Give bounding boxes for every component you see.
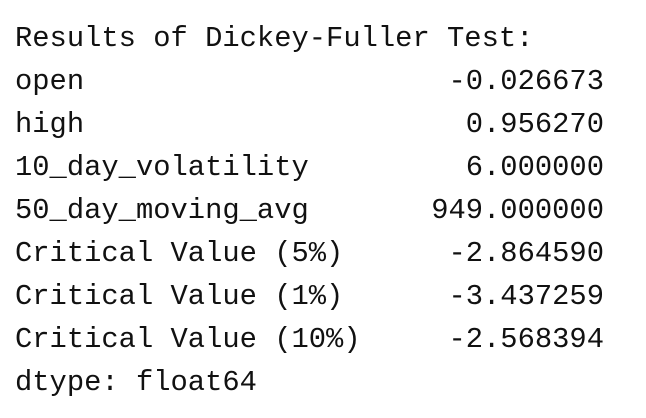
row-value: 949.000000 bbox=[431, 194, 604, 227]
row-label: 50_day_moving_avg bbox=[15, 194, 309, 227]
row-label: Critical Value (5%) bbox=[15, 237, 344, 270]
row-label: Critical Value (10%) bbox=[15, 323, 361, 356]
row-value: -3.437259 bbox=[448, 280, 604, 313]
row-label: high bbox=[15, 108, 85, 141]
row-label: 10_day_volatility bbox=[15, 151, 309, 184]
row-value: -2.568394 bbox=[448, 323, 604, 356]
row-value: -2.864590 bbox=[448, 237, 604, 270]
row-value: 6.000000 bbox=[465, 151, 604, 184]
row-value: -0.026673 bbox=[448, 65, 604, 98]
dtype-line: dtype: float64 bbox=[15, 366, 257, 399]
row-label: Critical Value (1%) bbox=[15, 280, 344, 313]
row-value: 0.956270 bbox=[465, 108, 604, 141]
output-title: Results of Dickey-Fuller Test: bbox=[15, 22, 534, 55]
row-label: open bbox=[15, 65, 85, 98]
